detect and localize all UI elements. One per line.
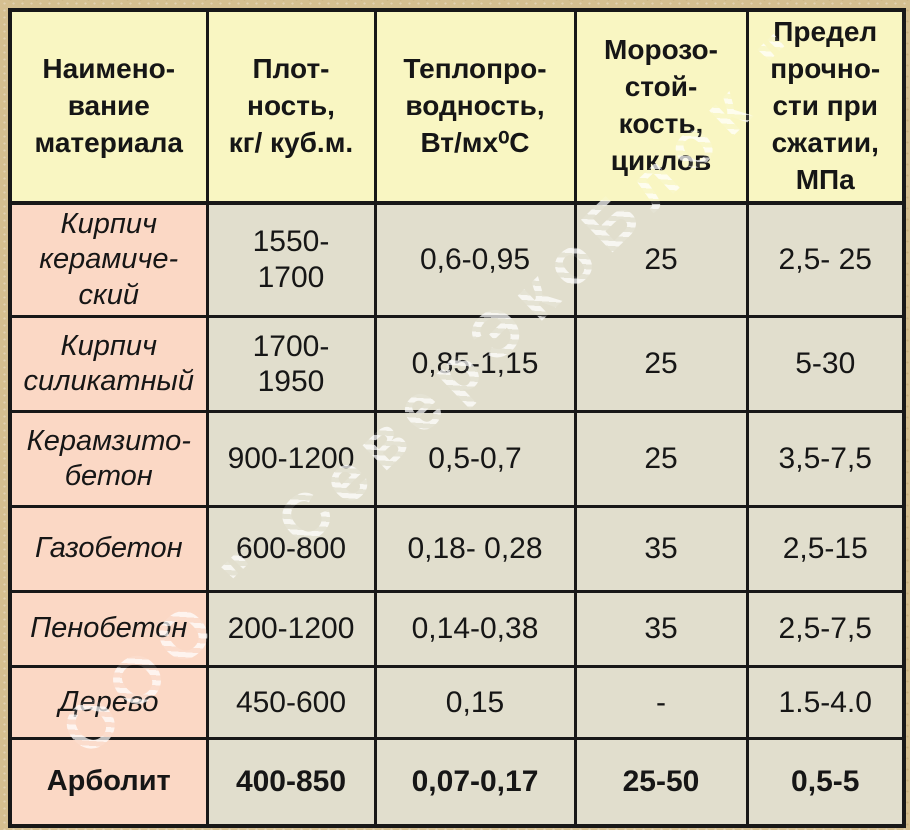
cell-material-name: Дерево xyxy=(8,664,209,740)
cell-frost-resistance: 35 xyxy=(573,589,749,668)
cell-frost-resistance: 35 xyxy=(573,504,749,593)
cell-thermal-conductivity: 0,14-0,38 xyxy=(373,589,577,668)
header-density: Плот- ность, кг/ куб.м. xyxy=(205,8,377,205)
cell-compressive-strength: 0,5-5 xyxy=(745,736,906,828)
header-frost-resistance: Морозо- стой- кость, циклов xyxy=(573,8,749,205)
cell-frost-resistance: 25 xyxy=(573,409,749,508)
cell-density: 900-1200 xyxy=(205,409,377,508)
cell-thermal-conductivity: 0,15 xyxy=(373,664,577,740)
cell-frost-resistance: 25 xyxy=(573,201,749,318)
cell-density: 600-800 xyxy=(205,504,377,593)
table-row: Кирпич керамиче- ский 1550- 1700 0,6-0,9… xyxy=(8,201,906,318)
table-row: Газобетон 600-800 0,18- 0,28 35 2,5-15 xyxy=(8,504,906,593)
cell-material-name: Керамзито- бетон xyxy=(8,409,209,508)
table-row: Керамзито- бетон 900-1200 0,5-0,7 25 3,5… xyxy=(8,409,906,508)
cell-material-name: Пенобетон xyxy=(8,589,209,668)
cell-material-name: Кирпич силикатный xyxy=(8,314,209,413)
cell-compressive-strength: 2,5-15 xyxy=(745,504,906,593)
cell-density: 1700- 1950 xyxy=(205,314,377,413)
cell-thermal-conductivity: 0,85-1,15 xyxy=(373,314,577,413)
cell-compressive-strength: 5-30 xyxy=(745,314,906,413)
table-row: Пенобетон 200-1200 0,14-0,38 35 2,5-7,5 xyxy=(8,589,906,668)
header-compressive-strength: Предел прочно- сти при сжатии, МПа xyxy=(745,8,906,205)
cell-material-name: Кирпич керамиче- ский xyxy=(8,201,209,318)
materials-properties-table: Наимено- вание материала Плот- ность, кг… xyxy=(8,8,906,829)
cell-thermal-conductivity: 0,18- 0,28 xyxy=(373,504,577,593)
cell-thermal-conductivity: 0,6-0,95 xyxy=(373,201,577,318)
header-row: Наимено- вание материала Плот- ность, кг… xyxy=(8,8,906,205)
cell-thermal-conductivity: 0,5-0,7 xyxy=(373,409,577,508)
header-thermal-conductivity: Теплопро- водность, Вт/мх⁰С xyxy=(373,8,577,205)
cell-compressive-strength: 3,5-7,5 xyxy=(745,409,906,508)
cell-compressive-strength: 2,5- 25 xyxy=(745,201,906,318)
cell-compressive-strength: 2,5-7,5 xyxy=(745,589,906,668)
cell-frost-resistance: - xyxy=(573,664,749,740)
cell-density: 400-850 xyxy=(205,736,377,828)
header-material-name: Наимено- вание материала xyxy=(8,8,209,205)
table-row: Кирпич силикатный 1700- 1950 0,85-1,15 2… xyxy=(8,314,906,413)
cell-compressive-strength: 1.5-4.0 xyxy=(745,664,906,740)
cell-material-name: Газобетон xyxy=(8,504,209,593)
cell-thermal-conductivity: 0,07-0,17 xyxy=(373,736,577,828)
cell-density: 200-1200 xyxy=(205,589,377,668)
table-row: Дерево 450-600 0,15 - 1.5-4.0 xyxy=(8,664,906,740)
cell-frost-resistance: 25-50 xyxy=(573,736,749,828)
table-row: Арболит 400-850 0,07-0,17 25-50 0,5-5 xyxy=(8,736,906,828)
cell-density: 450-600 xyxy=(205,664,377,740)
cell-material-name: Арболит xyxy=(8,736,209,828)
cell-density: 1550- 1700 xyxy=(205,201,377,318)
cell-frost-resistance: 25 xyxy=(573,314,749,413)
